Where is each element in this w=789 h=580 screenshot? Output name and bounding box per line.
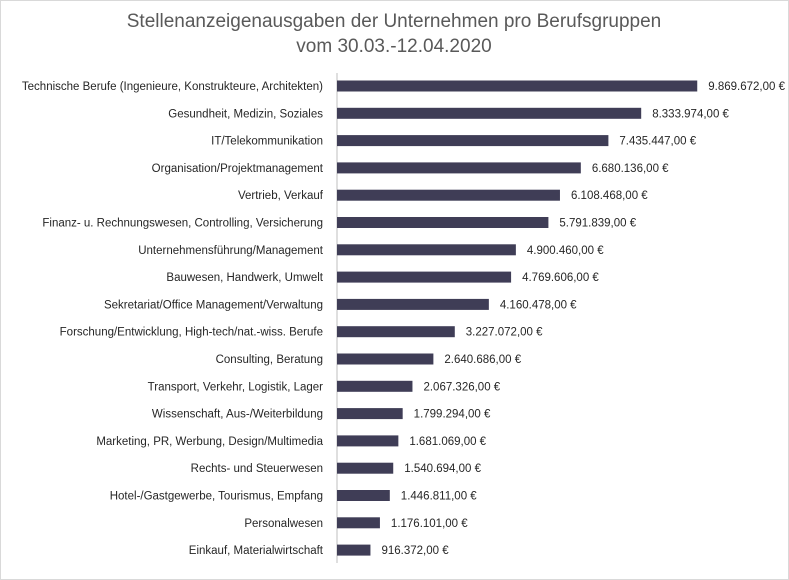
data-label: 1.540.694,00 € <box>404 463 481 475</box>
data-label: 4.900.460,00 € <box>527 245 604 257</box>
bar <box>337 298 489 310</box>
bar <box>337 135 609 147</box>
category-label: Organisation/Projektmanagement <box>152 163 324 175</box>
category-label: Forschung/Entwicklung, High-tech/nat.-wi… <box>60 327 323 339</box>
bar <box>337 408 403 420</box>
chart-title-line-1: Stellenanzeigenausgaben der Unternehmen … <box>127 11 662 32</box>
data-label: 9.869.672,00 € <box>708 81 785 93</box>
data-label: 7.435.447,00 € <box>619 136 696 148</box>
category-label: Finanz- u. Rechnungswesen, Controlling, … <box>42 218 323 230</box>
bar <box>337 490 390 501</box>
data-label: 3.227.072,00 € <box>466 327 543 339</box>
bar <box>337 353 434 365</box>
bar <box>337 271 512 283</box>
bar <box>337 326 455 338</box>
category-label: Rechts- und Steuerwesen <box>191 463 323 475</box>
data-label: 6.108.468,00 € <box>571 190 648 202</box>
bar <box>337 107 642 119</box>
data-label: 1.681.069,00 € <box>409 436 486 448</box>
category-label: IT/Telekommunikation <box>211 136 323 148</box>
bar <box>337 435 399 447</box>
category-label: Marketing, PR, Werbung, Design/Multimedi… <box>96 436 323 448</box>
bar <box>337 380 413 392</box>
bar-group: Technische Berufe (Ingenieure, Konstrukt… <box>22 80 786 557</box>
category-label: Personalwesen <box>244 518 323 530</box>
category-label: Technische Berufe (Ingenieure, Konstrukt… <box>22 81 323 93</box>
bar <box>337 162 581 174</box>
bar <box>337 244 516 256</box>
category-label: Transport, Verkehr, Logistik, Lager <box>148 381 324 393</box>
category-label: Vertrieb, Verkauf <box>238 190 324 202</box>
data-label: 916.372,00 € <box>381 545 449 557</box>
data-label: 1.176.101,00 € <box>391 518 468 530</box>
bar <box>337 80 698 92</box>
data-label: 4.769.606,00 € <box>522 272 599 284</box>
category-label: Einkauf, Materialwirtschaft <box>189 545 324 557</box>
data-label: 1.446.811,00 € <box>401 491 477 503</box>
data-label: 1.799.294,00 € <box>414 409 491 421</box>
data-label: 2.067.326,00 € <box>423 381 500 393</box>
category-label: Gesundheit, Medizin, Soziales <box>168 108 323 120</box>
data-label: 5.791.839,00 € <box>559 218 636 230</box>
bar <box>337 517 380 529</box>
data-label: 4.160.478,00 € <box>500 299 577 311</box>
data-label: 8.333.974,00 € <box>652 108 729 120</box>
category-label: Bauwesen, Handwerk, Umwelt <box>166 272 323 284</box>
bar <box>337 189 560 201</box>
category-label: Sekretariat/Office Management/Verwaltung <box>104 299 323 311</box>
bar <box>337 544 371 556</box>
category-label: Unternehmensführung/Management <box>138 245 324 257</box>
chart-title-line-2: vom 30.03.-12.04.2020 <box>296 36 491 57</box>
bar <box>337 462 394 474</box>
bar <box>337 217 549 228</box>
category-label: Hotel-/Gastgewerbe, Tourismus, Empfang <box>110 491 323 503</box>
category-label: Wissenschaft, Aus-/Weiterbildung <box>152 409 323 421</box>
data-label: 6.680.136,00 € <box>592 163 669 175</box>
category-label: Consulting, Beratung <box>216 354 323 366</box>
data-label: 2.640.686,00 € <box>444 354 521 366</box>
